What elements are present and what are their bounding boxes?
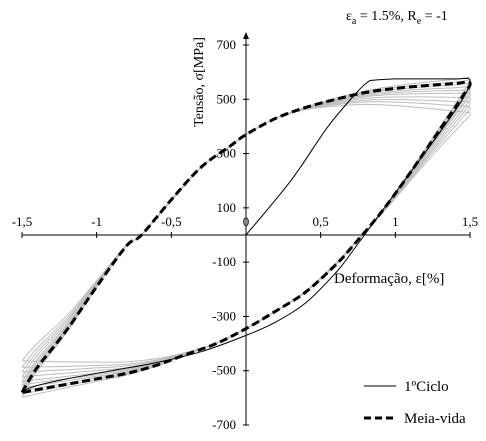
y-tick-label: 100 xyxy=(217,200,237,215)
y-tick-label: -100 xyxy=(212,254,236,269)
x-tick-label: -1 xyxy=(91,214,102,229)
x-axis-label: Deformação, ε[%] xyxy=(334,271,444,287)
legend: 1ºCiclo Meia-vida xyxy=(364,379,466,427)
y-tick-label: -500 xyxy=(212,363,236,378)
half-life-series-line xyxy=(20,80,472,394)
y-tick-label: 700 xyxy=(217,37,237,52)
x-tick-label: -1,5 xyxy=(12,214,33,229)
x-tick-label: 0 xyxy=(243,214,250,229)
x-tick-label: 0,5 xyxy=(313,214,329,229)
y-axis-label: Tensão, σ[MPa] xyxy=(192,37,207,127)
x-ticks: -1,5 -1 -0,5 0 0,5 1 1,5 xyxy=(12,214,478,238)
legend-half-life-label: Meia-vida xyxy=(404,411,466,427)
y-ticks: -700 -500 -300 -100 100 300 500 700 xyxy=(212,37,249,432)
x-tick-label: 1,5 xyxy=(462,214,478,229)
annotation-text: εa = 1.5%, Re = -1 xyxy=(346,9,448,27)
y-axis-arrow xyxy=(243,32,249,39)
y-tick-label: 500 xyxy=(217,91,237,106)
y-tick-label: -300 xyxy=(212,308,236,323)
legend-first-cycle-label: 1ºCiclo xyxy=(404,379,449,395)
series-layer xyxy=(20,77,472,394)
x-tick-label: -0,5 xyxy=(161,214,182,229)
x-tick-label: 1 xyxy=(392,214,399,229)
y-tick-label: -700 xyxy=(212,417,236,432)
y-tick-label: 300 xyxy=(217,146,237,161)
